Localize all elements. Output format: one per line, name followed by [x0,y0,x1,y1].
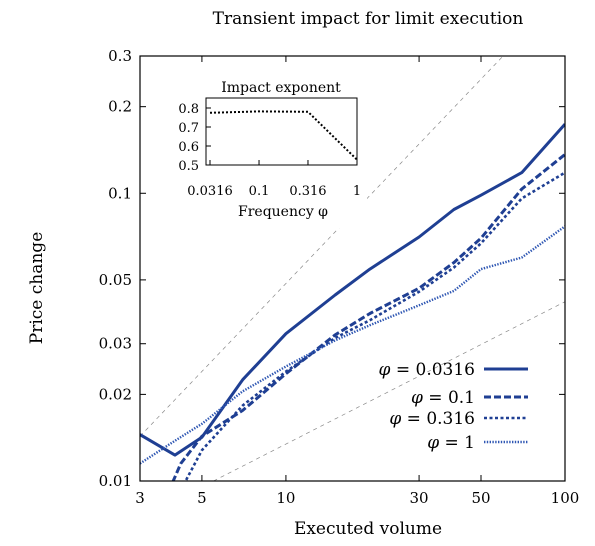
inset-series [209,110,357,161]
inset-x-tick-label: 1 [353,184,361,199]
y-tick-label: 0.03 [99,335,132,353]
main-axis-ticks: 3 5 10 30 50 100 0.01 0.02 0.03 0.05 0.1 0.2 0.3 [99,47,580,507]
x-tick-label: 100 [551,489,580,507]
inset-x-tick-label: 0.0316 [187,184,233,199]
x-axis-label: Executed volume [294,519,442,539]
y-tick-label: 0.05 [99,271,132,289]
chart-title: Transient impact for limit execution [213,9,524,29]
legend-label-2: φ = 0.1 [411,388,475,408]
y-tick-label: 0.1 [108,184,132,202]
reference-lines [140,56,565,481]
y-tick-label: 0.02 [99,385,132,403]
inset-y-tick-label: 0.6 [178,140,199,155]
y-axis-label: Price change [27,232,47,344]
legend: φ = 0.0316 φ = 0.1φ = 0.316 φ = 1 [379,360,528,453]
inset-x-tick-label: 0.316 [289,184,326,199]
inset-x-tick-label: 0.1 [249,184,270,199]
y-tick-label: 0.2 [108,98,132,116]
inset-x-axis-label: Frequency φ [238,204,328,220]
legend-label-3: φ = 0.316 [389,409,475,429]
inset-y-tick-label: 0.8 [178,102,199,117]
y-tick-label: 0.01 [99,472,132,490]
reference-line-2 [213,301,565,481]
inset-frame [205,97,358,166]
inset-y-tick-label: 0.5 [178,159,199,174]
inset-title: Impact exponent [221,80,341,96]
x-tick-label: 10 [276,489,295,507]
x-tick-label: 3 [135,489,145,507]
series-line-4 [140,225,565,465]
inset-y-tick-label: 0.7 [178,121,199,136]
series-line-1 [140,123,565,457]
plot-frame [139,55,566,482]
series-line-2 [171,153,565,481]
x-tick-label: 5 [197,489,207,507]
inset-axis-ticks: 0.0316 0.1 0.316 1 0.5 0.6 0.7 0.8 [178,102,361,199]
x-tick-label: 30 [410,489,429,507]
series-line-3 [184,171,565,481]
x-tick-label: 50 [471,489,490,507]
main-series [140,123,565,481]
legend-label-4: φ = 1 [427,433,475,453]
y-tick-label: 0.3 [108,47,132,65]
inset-series-line-1 [209,110,357,161]
inset-chart: Impact exponent 0.0316 0.1 0.316 1 0.5 0.6 0.7… [157,70,367,228]
inset-background [157,70,367,228]
legend-label-1: φ = 0.0316 [379,360,475,380]
